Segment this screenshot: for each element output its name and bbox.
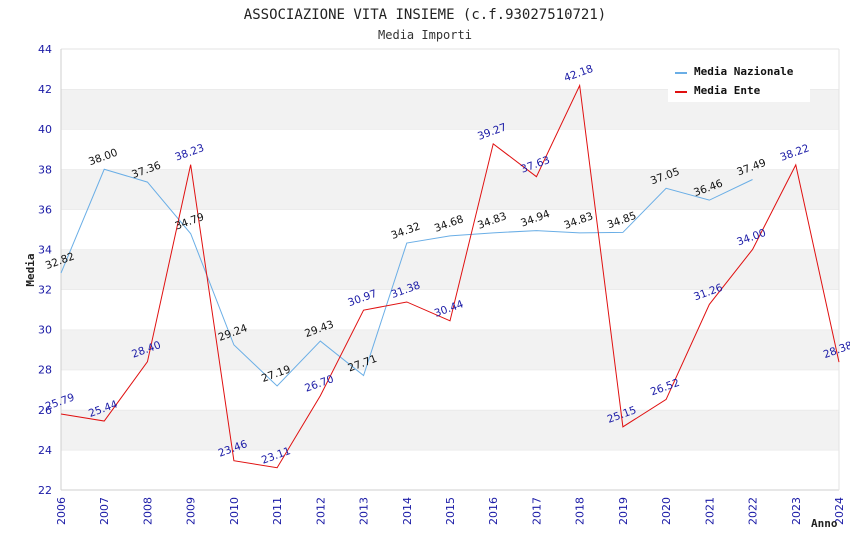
x-axis-title: Anno — [811, 517, 838, 530]
y-tick-label: 44 — [38, 43, 52, 56]
y-tick-label: 40 — [38, 123, 52, 136]
y-tick-label: 32 — [38, 284, 52, 297]
grid-band — [61, 449, 839, 490]
grid-band — [61, 289, 839, 330]
x-tick-label: 2020 — [660, 497, 673, 525]
y-tick-label: 22 — [38, 484, 52, 497]
legend-box — [668, 60, 810, 102]
y-tick-label: 24 — [38, 444, 52, 457]
chart-title: ASSOCIAZIONE VITA INSIEME (c.f.930275107… — [244, 7, 606, 23]
grid-band — [61, 369, 839, 410]
x-tick-label: 2007 — [98, 497, 111, 525]
series-lines — [60, 83, 840, 469]
series-line-media-ente — [60, 83, 840, 469]
y-tick-labels: 22 24 26 28 30 32 34 36 38 40 42 44 — [38, 43, 52, 497]
y-tick-label: 28 — [38, 364, 52, 377]
x-tick-label: 2018 — [574, 497, 587, 525]
x-tick-label: 2006 — [55, 497, 68, 525]
axes — [60, 49, 840, 491]
x-tick-label: 2011 — [271, 497, 284, 525]
grid-bands — [61, 48, 839, 490]
x-tick-label: 2014 — [401, 497, 414, 525]
y-tick-label: 26 — [38, 404, 52, 417]
x-tick-label: 2022 — [747, 497, 760, 525]
grid-band — [61, 329, 839, 370]
x-tick-label: 2023 — [790, 497, 803, 525]
legend: Media Nazionale Media Ente — [668, 60, 810, 102]
x-tick-label: 2012 — [314, 497, 327, 525]
x-tick-label: 2019 — [617, 497, 630, 525]
series-line-media-nazionale — [60, 168, 753, 387]
x-tick-label: 2021 — [703, 497, 716, 525]
x-tick-label: 2016 — [487, 497, 500, 525]
y-tick-label: 42 — [38, 83, 52, 96]
x-tick-label: 2008 — [141, 497, 154, 525]
x-tick-label: 2013 — [358, 497, 371, 525]
x-tick-label: 2010 — [228, 497, 241, 525]
grid-band — [61, 209, 839, 250]
y-axis-title: Media — [24, 253, 37, 286]
y-tick-label: 30 — [38, 324, 52, 337]
y-tick-label: 34 — [38, 243, 52, 256]
grid-band — [61, 169, 839, 210]
y-tick-label: 38 — [38, 163, 52, 176]
x-tick-label: 2009 — [185, 497, 198, 525]
grid-band — [61, 249, 839, 290]
x-tick-label: 2024 — [833, 497, 846, 525]
grid-band — [61, 129, 839, 170]
x-tick-labels: 2006 2007 2008 2009 2010 2011 2012 2013 2014 2015… — [55, 497, 846, 525]
legend-label-ente: Media Ente — [694, 84, 761, 97]
legend-label-nazionale: Media Nazionale — [694, 65, 794, 78]
x-tick-label: 2017 — [530, 497, 543, 525]
y-tick-label: 36 — [38, 203, 52, 216]
grid-band — [61, 409, 839, 450]
chart-subtitle: Media Importi — [378, 28, 472, 42]
x-tick-label: 2015 — [444, 497, 457, 525]
